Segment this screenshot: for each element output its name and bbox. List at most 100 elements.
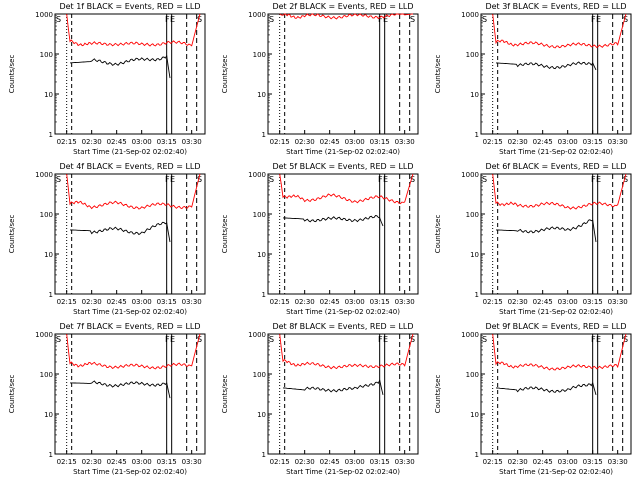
x-tick-label: 03:00 (132, 298, 152, 306)
y-tick-label: 100 (466, 211, 479, 219)
x-tick-label: 02:45 (320, 298, 340, 306)
y-axis-label: Counts/sec (434, 215, 442, 254)
series-events-line (495, 61, 597, 71)
event-marker-label: E (383, 15, 388, 24)
series-lld-line (492, 333, 627, 371)
x-tick-label: 02:30 (82, 138, 102, 146)
y-axis-label: Counts/sec (434, 375, 442, 414)
x-tick-label: 02:15 (483, 138, 503, 146)
event-marker-label: S (269, 335, 274, 344)
y-tick-label: 1 (262, 291, 266, 299)
y-tick-label: 1 (49, 291, 53, 299)
chart-title: Det 1f BLACK = Events, RED = LLD (59, 2, 200, 11)
x-tick-label: 03:15 (157, 138, 177, 146)
x-tick-label: 03:15 (157, 458, 177, 466)
event-marker-label: S (410, 15, 415, 24)
y-axis-label: Counts/sec (8, 215, 16, 254)
event-marker-label: F (378, 335, 383, 344)
x-axis-label: Start Time (21-Sep-02 02:02:40) (286, 468, 400, 476)
x-tick-label: 03:00 (558, 458, 578, 466)
event-marker-label: F (165, 335, 170, 344)
detector-chart-6: Det 6f BLACK = Events, RED = LLD 1 10 100 10… (434, 162, 632, 316)
x-tick-label: 03:15 (583, 298, 603, 306)
series-events-line (69, 221, 171, 243)
y-tick-label: 1000 (35, 331, 53, 339)
y-tick-label: 10 (257, 251, 266, 259)
event-marker-label: S (56, 175, 61, 184)
x-tick-label: 03:15 (583, 458, 603, 466)
y-tick-label: 10 (257, 411, 266, 419)
x-tick-label: 03:30 (608, 138, 628, 146)
event-marker-label: S (482, 15, 487, 24)
event-marker-label: S (410, 335, 415, 344)
event-marker-label: F (378, 175, 383, 184)
detector-chart-4: Det 4f BLACK = Events, RED = LLD 1 10 100 10… (8, 162, 206, 316)
y-tick-label: 1000 (248, 11, 266, 19)
x-tick-label: 02:15 (57, 138, 77, 146)
event-marker-label: E (596, 15, 601, 24)
plot-frame (54, 13, 206, 135)
event-marker-label: S (197, 335, 202, 344)
x-axis-label: Start Time (21-Sep-02 02:02:40) (73, 308, 187, 316)
series-events-line (283, 214, 384, 227)
detector-chart-1: Det 1f BLACK = Events, RED = LLD 1 10 100 10… (8, 2, 206, 156)
y-axis-label: Counts/sec (221, 55, 229, 94)
event-marker-label: F (591, 335, 596, 344)
x-axis-label: Start Time (21-Sep-02 02:02:40) (286, 308, 400, 316)
y-tick-label: 1 (475, 291, 479, 299)
plot-frame (267, 13, 419, 135)
x-tick-label: 02:45 (533, 298, 553, 306)
x-tick-label: 03:30 (182, 298, 202, 306)
detector-chart-5: Det 5f BLACK = Events, RED = LLD 1 10 100 10… (221, 162, 419, 316)
y-tick-label: 10 (257, 91, 266, 99)
event-marker-label: S (269, 15, 274, 24)
x-tick-label: 02:30 (82, 298, 102, 306)
x-tick-label: 03:30 (608, 458, 628, 466)
y-axis-label: Counts/sec (434, 55, 442, 94)
x-axis-label: Start Time (21-Sep-02 02:02:40) (499, 308, 613, 316)
x-axis-label: Start Time (21-Sep-02 02:02:40) (499, 468, 613, 476)
y-tick-label: 10 (470, 91, 479, 99)
event-marker-label: S (623, 15, 628, 24)
y-tick-label: 1 (475, 131, 479, 139)
x-tick-label: 03:30 (182, 138, 202, 146)
event-marker-label: S (482, 335, 487, 344)
x-tick-label: 02:45 (533, 458, 553, 466)
x-tick-label: 03:30 (182, 458, 202, 466)
chart-title: Det 2f BLACK = Events, RED = LLD (272, 2, 413, 11)
y-tick-label: 1000 (35, 171, 53, 179)
x-tick-label: 02:30 (508, 298, 528, 306)
event-marker-label: F (165, 15, 170, 24)
x-tick-label: 02:15 (57, 298, 77, 306)
chart-title: Det 3f BLACK = Events, RED = LLD (485, 2, 626, 11)
x-tick-label: 02:15 (270, 458, 290, 466)
y-tick-label: 100 (253, 211, 266, 219)
x-tick-label: 03:30 (608, 298, 628, 306)
x-tick-label: 03:15 (583, 138, 603, 146)
series-events-line (282, 378, 384, 396)
y-tick-label: 1000 (461, 331, 479, 339)
x-tick-label: 03:15 (370, 458, 390, 466)
x-tick-label: 03:30 (395, 298, 415, 306)
detector-chart-9: Det 9f BLACK = Events, RED = LLD 1 10 100 10… (434, 322, 632, 476)
event-marker-label: S (269, 175, 274, 184)
x-tick-label: 02:45 (107, 138, 127, 146)
series-lld-line (492, 173, 627, 210)
y-tick-label: 1000 (248, 171, 266, 179)
event-marker-label: E (383, 335, 388, 344)
event-marker-label: F (591, 175, 596, 184)
series-lld-line (492, 13, 627, 49)
x-tick-label: 02:45 (107, 458, 127, 466)
y-tick-label: 1 (475, 451, 479, 459)
x-axis-label: Start Time (21-Sep-02 02:02:40) (286, 148, 400, 156)
y-axis-label: Counts/sec (221, 375, 229, 414)
series-lld-line (66, 13, 201, 47)
y-tick-label: 1000 (461, 171, 479, 179)
x-tick-label: 03:15 (370, 298, 390, 306)
x-tick-label: 03:00 (132, 458, 152, 466)
chart-title: Det 9f BLACK = Events, RED = LLD (485, 322, 626, 331)
y-tick-label: 100 (40, 51, 53, 59)
y-tick-label: 10 (44, 411, 53, 419)
y-tick-label: 1 (49, 131, 53, 139)
event-marker-label: S (197, 15, 202, 24)
